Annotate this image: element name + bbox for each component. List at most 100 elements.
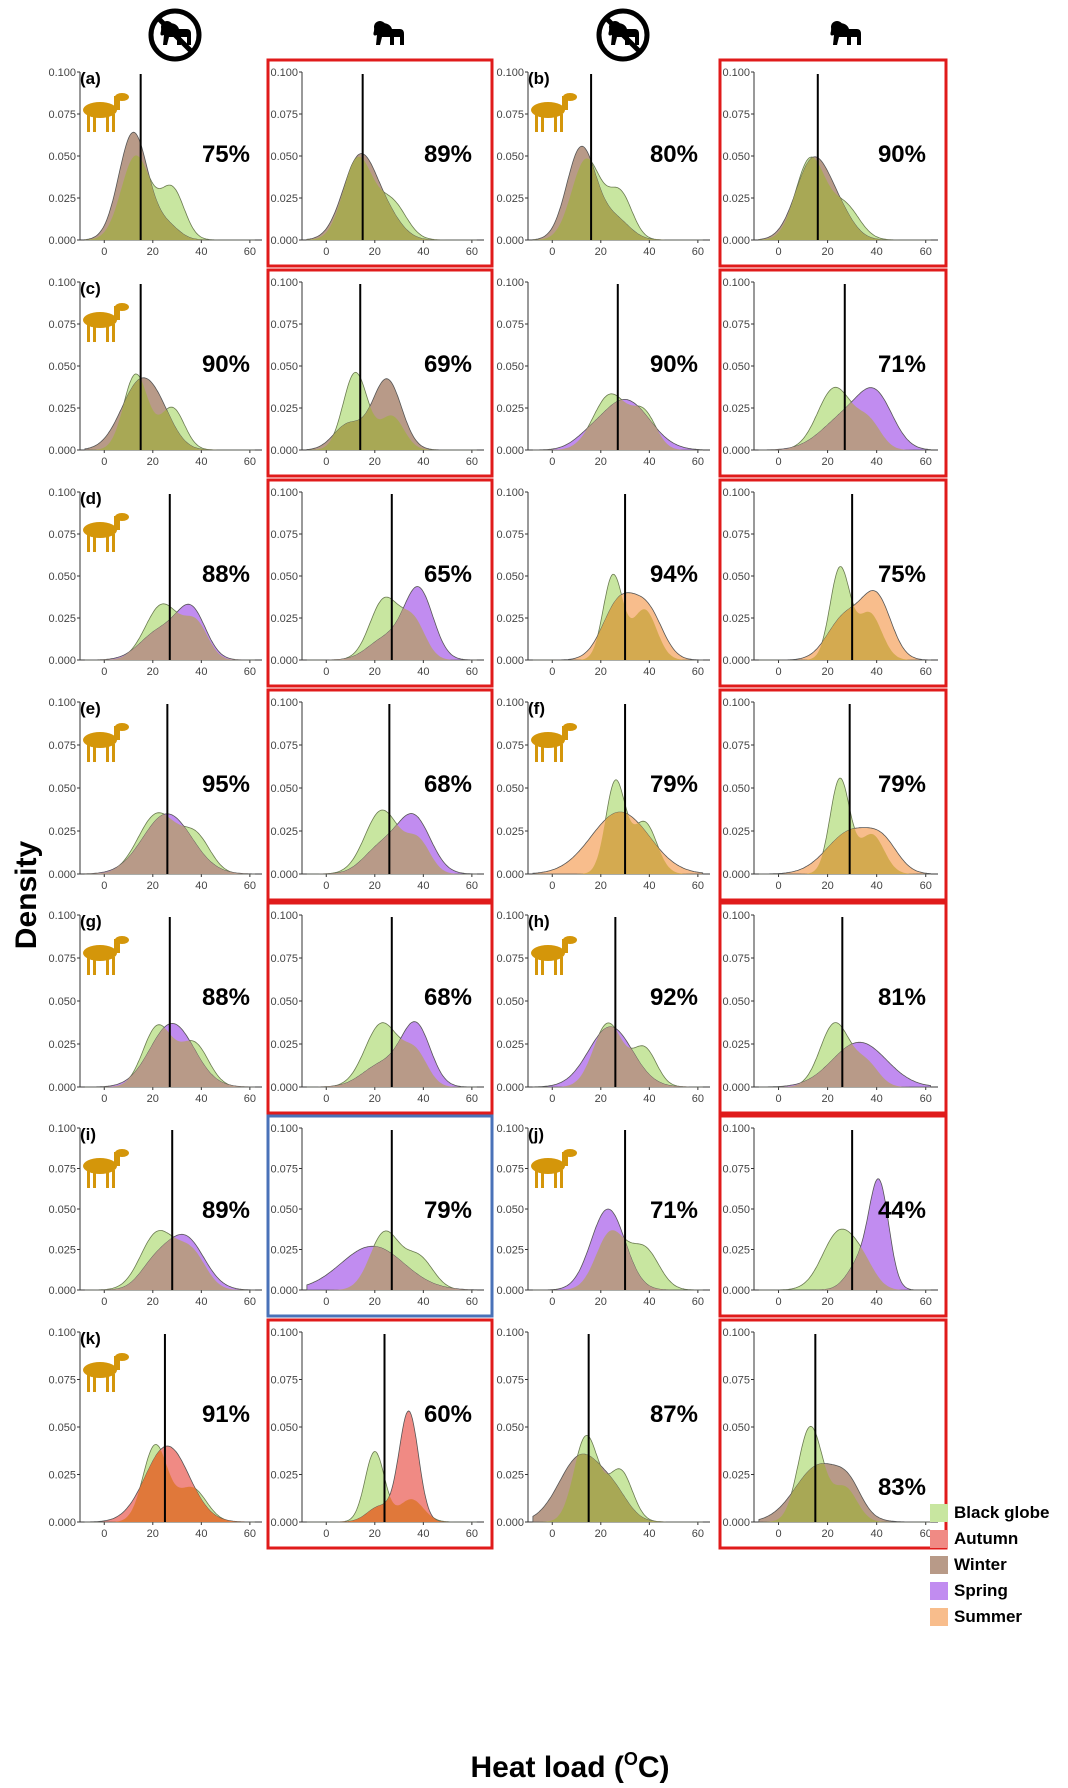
- x-tick-label: 20: [147, 246, 159, 258]
- x-tick-label: 20: [369, 456, 381, 468]
- animal-silhouette: [83, 723, 129, 762]
- red-panel-border: [718, 688, 948, 902]
- x-tick-label: 60: [692, 880, 704, 892]
- y-tick-label: 0.075: [48, 740, 76, 752]
- x-tick-label: 20: [595, 1528, 607, 1540]
- overlap-percent: 90%: [650, 351, 698, 378]
- overlap-percent: 90%: [878, 141, 926, 168]
- x-tick-label: 20: [595, 666, 607, 678]
- x-tick-label: 0: [323, 456, 329, 468]
- x-tick-label: 0: [101, 246, 107, 258]
- column-headers: [148, 8, 861, 62]
- y-tick-label: 0.050: [48, 361, 76, 373]
- x-tick-label: 60: [466, 1093, 478, 1105]
- overlap-percent: 60%: [424, 1401, 472, 1428]
- y-tick-label: 0.075: [496, 1164, 524, 1176]
- y-tick-label: 0.075: [48, 1164, 76, 1176]
- x-tick-label: 20: [821, 456, 833, 468]
- y-tick-label: 0.050: [270, 1204, 298, 1216]
- density-panel: 0.000 0.025 0.050 0.075 0.100 0 20 40 60 79%: [266, 1114, 494, 1318]
- overlap-density: [306, 825, 477, 874]
- y-tick-label: 0.075: [48, 1375, 76, 1387]
- y-tick-label: 0.100: [270, 67, 298, 79]
- legend-swatch: [930, 1504, 948, 1522]
- lion-icon: [830, 21, 861, 45]
- x-tick-label: 60: [692, 1296, 704, 1308]
- x-tick-label: 40: [643, 456, 655, 468]
- y-tick-label: 0.075: [48, 953, 76, 965]
- no-lion-icon: [596, 8, 650, 62]
- y-tick-label: 0.050: [496, 1204, 524, 1216]
- y-tick-label: 0.000: [722, 1285, 750, 1297]
- y-tick-label: 0.100: [722, 1123, 750, 1135]
- y-tick-label: 0.075: [270, 1375, 298, 1387]
- y-tick-label: 0.100: [496, 697, 524, 709]
- animal-silhouette: [83, 93, 129, 132]
- y-tick-label: 0.075: [496, 319, 524, 331]
- y-tick-label: 0.000: [722, 1082, 750, 1094]
- panel-label: (f): [528, 699, 545, 718]
- y-tick-label: 0.075: [270, 953, 298, 965]
- y-tick-label: 0.075: [722, 953, 750, 965]
- x-tick-label: 0: [549, 1296, 555, 1308]
- overlap-percent: 88%: [202, 984, 250, 1011]
- y-tick-label: 0.100: [496, 910, 524, 922]
- legend-swatch: [930, 1582, 948, 1600]
- overlap-density: [306, 1496, 477, 1522]
- x-tick-label: 60: [692, 1093, 704, 1105]
- legend-item: Summer: [930, 1607, 1022, 1626]
- y-tick-label: 0.000: [48, 235, 76, 247]
- legend-item: Autumn: [930, 1529, 1018, 1548]
- y-tick-label: 0.000: [48, 1285, 76, 1297]
- y-tick-label: 0.025: [270, 1470, 298, 1482]
- y-tick-label: 0.100: [270, 697, 298, 709]
- y-tick-label: 0.025: [722, 403, 750, 415]
- legend-item: Spring: [930, 1581, 1008, 1600]
- y-tick-label: 0.075: [48, 529, 76, 541]
- x-tick-label: 60: [692, 1528, 704, 1540]
- animal-silhouette: [83, 513, 129, 552]
- legend-label: Black globe: [954, 1503, 1049, 1522]
- y-tick-label: 0.075: [722, 1164, 750, 1176]
- density-panel: 0.000 0.025 0.050 0.075 0.100 0 20 40 60 80% (b): [496, 67, 710, 258]
- overlap-percent: 89%: [202, 1197, 250, 1224]
- y-tick-label: 0.025: [496, 1245, 524, 1257]
- y-tick-label: 0.050: [722, 783, 750, 795]
- y-tick-label: 0.000: [496, 1517, 524, 1529]
- y-tick-label: 0.050: [48, 571, 76, 583]
- legend-label: Winter: [954, 1555, 1007, 1574]
- y-tick-label: 0.100: [496, 1123, 524, 1135]
- y-tick-label: 0.100: [496, 277, 524, 289]
- x-tick-label: 20: [369, 666, 381, 678]
- density-panel: 0.000 0.025 0.050 0.075 0.100 0 20 40 60 68%: [266, 688, 494, 902]
- x-tick-label: 40: [417, 1528, 429, 1540]
- x-tick-label: 20: [147, 1528, 159, 1540]
- overlap-percent: 79%: [424, 1197, 472, 1224]
- x-tick-label: 0: [101, 666, 107, 678]
- overlap-density: [306, 406, 477, 450]
- x-tick-label: 60: [244, 1528, 256, 1540]
- legend-label: Summer: [954, 1607, 1022, 1626]
- y-tick-label: 0.025: [270, 613, 298, 625]
- prohibition-circle: [148, 8, 202, 62]
- x-axis-title: Heat load (OC): [470, 1749, 669, 1784]
- overlap-density: [758, 605, 931, 660]
- x-tick-label: 0: [101, 1093, 107, 1105]
- y-tick-label: 0.025: [48, 613, 76, 625]
- overlap-density: [532, 1454, 703, 1522]
- y-tick-label: 0.025: [48, 1245, 76, 1257]
- y-tick-label: 0.000: [496, 235, 524, 247]
- overlap-density: [532, 812, 703, 874]
- y-tick-label: 0.025: [270, 1039, 298, 1051]
- x-tick-label: 20: [821, 1093, 833, 1105]
- density-panel: 0.000 0.025 0.050 0.075 0.100 0 20 40 60 71%: [718, 268, 948, 478]
- y-tick-label: 0.050: [722, 1204, 750, 1216]
- y-tick-label: 0.100: [48, 697, 76, 709]
- density-panel: 0.000 0.025 0.050 0.075 0.100 0 20 40 60 69%: [266, 268, 494, 478]
- x-tick-label: 40: [871, 1296, 883, 1308]
- prohibition-circle: [596, 8, 650, 62]
- density-panel: 0.000 0.025 0.050 0.075 0.100 0 20 40 60 95% (e): [48, 697, 262, 892]
- y-tick-label: 0.075: [722, 319, 750, 331]
- overlap-percent: 69%: [424, 351, 472, 378]
- x-tick-label: 0: [323, 880, 329, 892]
